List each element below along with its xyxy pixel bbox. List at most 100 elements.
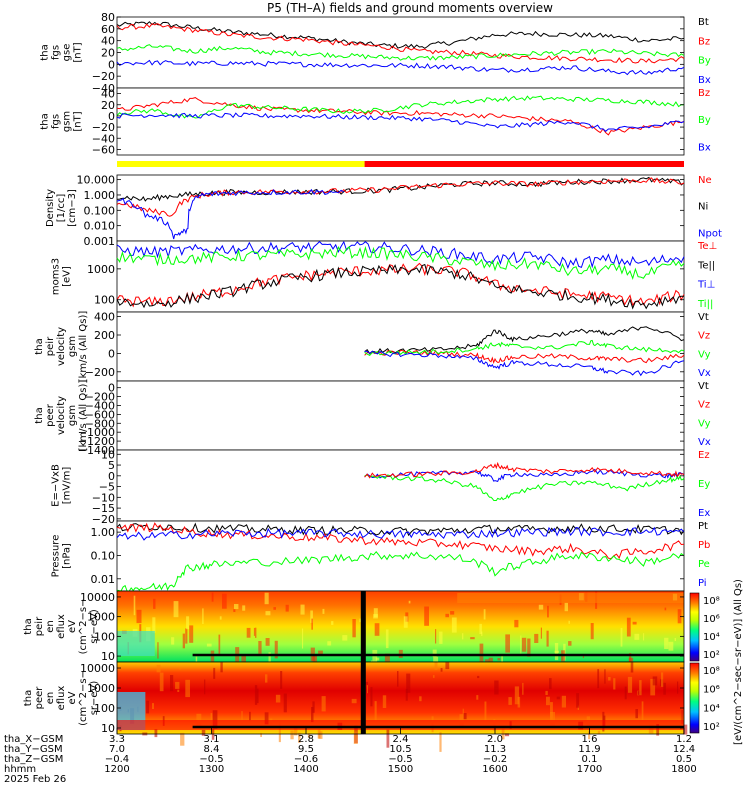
series-By <box>116 95 685 119</box>
spectrogram-streak <box>367 685 368 694</box>
series-Vt <box>364 326 685 355</box>
spectrogram-streak <box>630 662 634 673</box>
fgs-gsm-ylabel: tha fgs gsm [nT] <box>40 111 84 132</box>
spectrogram-streak <box>479 643 484 663</box>
series-Bx <box>116 59 685 76</box>
spectrogram-streak <box>545 690 548 695</box>
spectrogram-streak <box>639 680 642 696</box>
series-Ey <box>364 474 685 501</box>
x-tick-label: 0.1 <box>582 754 598 765</box>
y-tick-label: 0.001 <box>84 235 116 248</box>
y-axis-label-line: E=−VxB <box>51 464 62 507</box>
y-tick-label: −400 <box>85 399 115 412</box>
colorbar-label: [eV/(cm^2−sec−sr−eV)] (All Qs) <box>733 579 744 745</box>
x-tick-label: 1400 <box>293 764 318 775</box>
pressure-ylabel: Pressure [nPa] <box>51 535 73 578</box>
y-tick-label: 0 <box>108 58 115 71</box>
spectrogram-streak <box>664 637 669 649</box>
peer-velocity-ylabel: tha peer velocity gsm [km/s (All Qs)] <box>34 380 89 452</box>
x-tick-label: 3.3 <box>109 734 125 745</box>
spectrogram-streak <box>440 668 443 672</box>
peer-spectrogram-ylabel: tha peer en eflux eV (cm^2−s− sr−eV) <box>23 670 100 726</box>
spectrogram-streak <box>182 633 185 649</box>
spectrogram-streak <box>538 604 544 610</box>
y-tick-label: −10 <box>92 491 115 504</box>
y-axis-label-line: moms3 <box>51 258 62 295</box>
spectrogram-streak <box>504 733 510 737</box>
y-tick-label: 60 <box>101 23 115 36</box>
spectrogram-streak <box>220 662 223 673</box>
y-tick-label: −1400 <box>78 444 115 457</box>
spectrogram-streak <box>195 656 198 662</box>
spectrogram-streak <box>370 687 373 707</box>
y-axis-label-line: sr−eV) <box>89 681 100 716</box>
spectrogram-streak <box>327 641 332 646</box>
y-axis-label-line: [mV/m] <box>62 467 73 505</box>
x-tick-label: 2.0 <box>487 734 503 745</box>
spectrogram-streak <box>258 641 262 654</box>
y-tick-label: −20 <box>92 121 115 134</box>
peer-velocity-legend: Vt Vz Vy Vx <box>698 381 711 448</box>
spectrogram-streak <box>234 604 239 610</box>
fgs-gse-frame <box>116 16 685 89</box>
legend-Vy: Vy <box>698 418 711 429</box>
spectrogram-streak <box>432 649 437 658</box>
spectrogram-streak <box>652 676 658 686</box>
spectrogram-streak <box>312 701 315 713</box>
spectrogram-streak <box>439 732 442 752</box>
y-axis-label-line: fgs <box>51 114 62 129</box>
spectrogram-streak <box>435 629 437 644</box>
spectrogram-streak <box>233 609 236 612</box>
y-axis-label-line: peir <box>34 616 45 636</box>
colorbar-tick-label: 10⁶ <box>703 614 720 625</box>
spectrogram-streak <box>494 680 499 695</box>
spectrogram-streak <box>514 619 519 628</box>
spectrogram-streak <box>547 605 549 618</box>
colorbar-tick-label: 10⁸ <box>703 666 720 677</box>
spectrogram-streak <box>663 682 666 695</box>
spectrogram-streak <box>264 592 269 605</box>
spectrogram-streak <box>546 696 550 706</box>
spectrogram-streak <box>620 627 623 647</box>
spectrogram-streak <box>521 637 527 652</box>
x-tick-label: 1200 <box>104 764 129 775</box>
spectrogram-streak <box>445 662 450 670</box>
series-Ez <box>364 461 685 479</box>
spectrogram-streak <box>242 605 246 611</box>
legend-Vz: Vz <box>698 400 710 411</box>
density-legend: Ne Ni Npot <box>698 175 722 239</box>
y-tick-label: −40 <box>92 82 115 95</box>
y-axis-label-line: gse <box>62 44 73 62</box>
spectrogram-streak <box>300 604 305 615</box>
y-tick-label: −200 <box>85 366 115 379</box>
spectrogram-streak <box>484 701 487 722</box>
y-tick-label: 10 <box>101 448 115 461</box>
y-axis-label-line: [eV] <box>62 266 73 287</box>
spectrogram-streak <box>372 649 378 664</box>
peir-velocity-ylabel: tha peir velocity gsm [km/s (All Qs)] <box>34 311 89 383</box>
fgs-gse-legend: Bt Bz By Bx <box>698 17 711 86</box>
spectrogram-streak <box>514 686 520 705</box>
spectrogram-streak <box>677 609 682 624</box>
spectrogram-streak <box>382 695 387 708</box>
spectrogram-streak <box>604 669 606 684</box>
spectrogram-streak <box>643 633 645 641</box>
y-tick-label: 10.000 <box>77 174 116 187</box>
spectrogram-streak <box>434 662 438 670</box>
spectrogram-streak <box>624 686 627 700</box>
y-tick-label: −800 <box>85 417 115 430</box>
legend-Bz: Bz <box>698 36 710 47</box>
y-axis-label-line: [nT] <box>73 111 84 131</box>
legend-Vt: Vt <box>698 312 709 323</box>
y-axis-label-line: peir <box>45 336 56 356</box>
legend-Pt: Pt <box>698 521 708 532</box>
spectrogram-streak <box>133 595 136 616</box>
peir-velocity-frame <box>116 311 685 382</box>
spectrogram-streak <box>550 712 555 726</box>
spectrogram-streak <box>462 633 464 640</box>
y-tick-label: 100 <box>94 294 115 307</box>
y-tick-label: 0.01 <box>91 573 116 586</box>
spectrogram-streak <box>463 713 467 720</box>
